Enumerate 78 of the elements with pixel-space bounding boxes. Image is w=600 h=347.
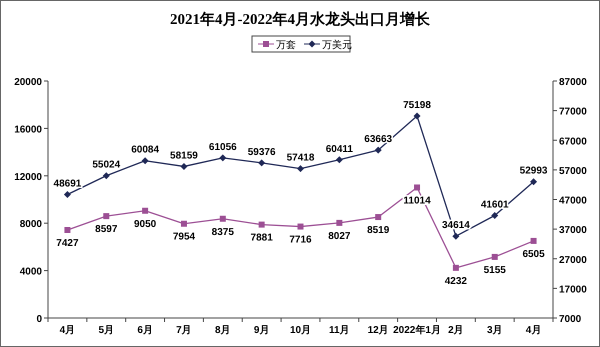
data-label: 8519 <box>367 225 390 236</box>
point <box>452 264 459 271</box>
y2-tick-label: 67000 <box>559 136 588 148</box>
data-label: 7716 <box>289 234 312 246</box>
y2-tick-label: 37000 <box>559 225 588 236</box>
data-label: 59376 <box>248 146 276 158</box>
x-tick-label: 6月 <box>137 325 153 336</box>
point <box>220 216 226 222</box>
y-tick-label: 0 <box>36 314 42 325</box>
point <box>530 178 538 186</box>
data-label: 75198 <box>403 100 432 111</box>
point <box>414 112 421 120</box>
point <box>374 146 382 154</box>
point <box>102 172 110 180</box>
legend-label: 万套 <box>276 39 296 51</box>
point <box>219 154 226 162</box>
data-label: 61056 <box>208 142 238 153</box>
y-tick-label: 12000 <box>14 172 42 183</box>
point <box>180 220 187 227</box>
x-tick-label: 2月 <box>448 325 464 336</box>
point <box>492 254 498 260</box>
y-tick-label: 20000 <box>14 77 42 88</box>
y2-tick-label: 27000 <box>559 254 588 266</box>
data-label: 60411 <box>326 144 354 155</box>
x-tick-label: 2022年1月 <box>393 324 441 336</box>
x-tick-label: 3月 <box>486 325 503 336</box>
point <box>375 214 382 220</box>
chart-title: 2021年4月-2022年4月水龙头出口月增长 <box>170 11 431 28</box>
point <box>64 190 71 198</box>
point <box>298 224 304 230</box>
data-label: 6505 <box>522 248 546 260</box>
data-label: 60084 <box>131 144 160 156</box>
x-tick-label: 8月 <box>215 325 231 336</box>
data-label: 4232 <box>444 276 468 287</box>
x-tick-label: 7月 <box>176 325 192 336</box>
x-tick-label: 12月 <box>368 325 389 336</box>
point <box>258 222 265 228</box>
point <box>530 238 537 244</box>
x-tick-label: 4月 <box>60 325 76 336</box>
point <box>336 156 343 164</box>
y2-tick-label: 47000 <box>559 196 588 206</box>
y2-tick-label: 77000 <box>559 106 588 118</box>
data-label: 55024 <box>92 160 121 171</box>
y-tick-label: 16000 <box>14 124 42 136</box>
point <box>336 220 342 226</box>
point <box>491 212 498 219</box>
data-label: 52993 <box>520 166 548 177</box>
data-label: 58159 <box>170 150 198 162</box>
point <box>103 213 110 220</box>
y2-tick-label: 17000 <box>559 284 588 296</box>
point <box>142 208 148 214</box>
point <box>258 159 266 166</box>
x-tick-label: 5月 <box>98 325 114 336</box>
y2-tick-label: 57000 <box>559 166 588 177</box>
y2-tick-label: 7000 <box>559 314 582 325</box>
data-label: 8597 <box>95 224 118 236</box>
data-label: 57418 <box>286 152 315 164</box>
point <box>414 184 420 190</box>
point <box>64 226 70 233</box>
y2-tick-label: 87000 <box>559 77 588 88</box>
data-label: 8027 <box>328 230 351 242</box>
y-tick-label: 8000 <box>20 219 42 230</box>
y-tick-label: 4000 <box>20 266 42 278</box>
data-label: 7881 <box>250 232 274 244</box>
data-label: 5155 <box>484 264 506 276</box>
data-label: 7954 <box>172 232 196 243</box>
data-label: 9050 <box>134 218 157 230</box>
x-tick-label: 11月 <box>329 325 350 336</box>
point <box>297 165 304 172</box>
data-label: 8375 <box>212 226 234 238</box>
point <box>142 157 149 164</box>
x-tick-label: 4月 <box>526 325 542 336</box>
data-label: 48691 <box>54 178 82 190</box>
point <box>452 232 460 240</box>
x-tick-label: 10月 <box>290 325 312 336</box>
data-label: 7427 <box>56 238 79 249</box>
x-tick-label: 9月 <box>254 325 270 336</box>
point <box>180 162 188 170</box>
